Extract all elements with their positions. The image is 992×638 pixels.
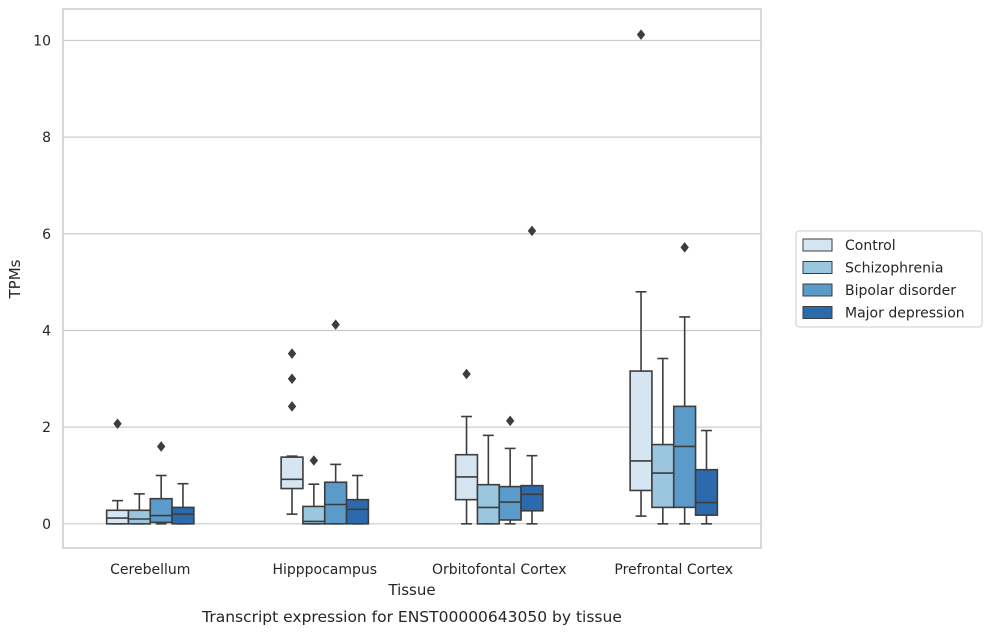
box-body [171, 506, 195, 525]
box-body [127, 509, 152, 525]
outlier-point [287, 373, 297, 385]
x-tick-labels: Cerebellum Hipppocampus Orbitofontal Corte… [110, 562, 733, 578]
box-body [672, 405, 697, 509]
y-tick-label: 10 [33, 33, 51, 49]
x-tick-label-prefrontal-cortex: Prefrontal Cortex [614, 562, 733, 578]
box-layer [105, 29, 719, 525]
box-cerebellum-bipolar-disorder [149, 441, 173, 525]
outlier-point [331, 319, 340, 330]
y-tick-labels: 0 2 4 6 8 10 [33, 33, 51, 532]
x-tick-label-hipppocampus: Hipppocampus [272, 562, 377, 578]
outlier-point [309, 455, 319, 466]
legend-swatch-control [802, 238, 833, 252]
outlier-point [287, 348, 297, 359]
y-tick-label: 2 [42, 420, 51, 436]
box-hipppocampus-control [280, 348, 304, 515]
outlier-point [636, 29, 646, 40]
box-body [694, 468, 719, 516]
outlier-point [156, 441, 166, 452]
outlier-point [287, 401, 297, 412]
box-prefrontal-cortex-control [629, 29, 653, 517]
box-hipppocampus-major-depression [345, 474, 370, 525]
legend-label-bipolar-disorder: Bipolar disorder [845, 283, 956, 299]
box-body [105, 509, 130, 525]
box-body [345, 498, 370, 525]
box-body [149, 497, 173, 524]
legend-swatch-schizophrenia [802, 261, 833, 274]
outlier-point [680, 242, 689, 253]
legend-swatch-bipolar-disorder [802, 283, 833, 297]
box-orbitofontal-cortex-control [454, 368, 479, 525]
y-tick-label: 0 [42, 517, 51, 533]
box-cerebellum-major-depression [171, 482, 195, 525]
box-cerebellum-control [105, 418, 130, 525]
y-tick-label: 4 [42, 323, 51, 339]
box-prefrontal-cortex-major-depression [694, 429, 719, 525]
box-body [280, 456, 304, 490]
y-tick-label: 6 [42, 227, 51, 243]
legend-swatch-major-depression [802, 306, 833, 319]
x-tick-label-orbitofontal-cortex: Orbitofontal Cortex [432, 562, 567, 578]
box-body [498, 485, 522, 521]
chart-title: Transcript expression for ENST0000064305… [201, 608, 622, 626]
outlier-point [505, 415, 515, 427]
x-tick-label-cerebellum: Cerebellum [110, 562, 190, 578]
legend-label-control: Control [845, 238, 896, 254]
legend-label-schizophrenia: Schizophrenia [845, 261, 943, 277]
y-axis-label: TPMs [6, 259, 24, 299]
box-body [651, 443, 675, 509]
x-axis-label: Tissue [387, 581, 435, 599]
box-body [323, 481, 348, 525]
box-orbitofontal-cortex-bipolar-disorder [498, 415, 522, 525]
box-body [520, 484, 544, 512]
legend-label-major-depression: Major depression [845, 306, 965, 322]
box-body [629, 370, 653, 492]
legend: Control Schizophrenia Bipolar disorder Majo… [795, 230, 983, 328]
outlier-point [113, 418, 122, 430]
outlier-point [462, 368, 471, 380]
box-orbitofontal-cortex-major-depression [520, 225, 544, 525]
box-prefrontal-cortex-bipolar-disorder [672, 242, 697, 525]
legend-frame [795, 230, 983, 328]
outlier-point [527, 225, 537, 237]
box-body [476, 483, 501, 525]
y-tick-label: 8 [42, 130, 51, 146]
